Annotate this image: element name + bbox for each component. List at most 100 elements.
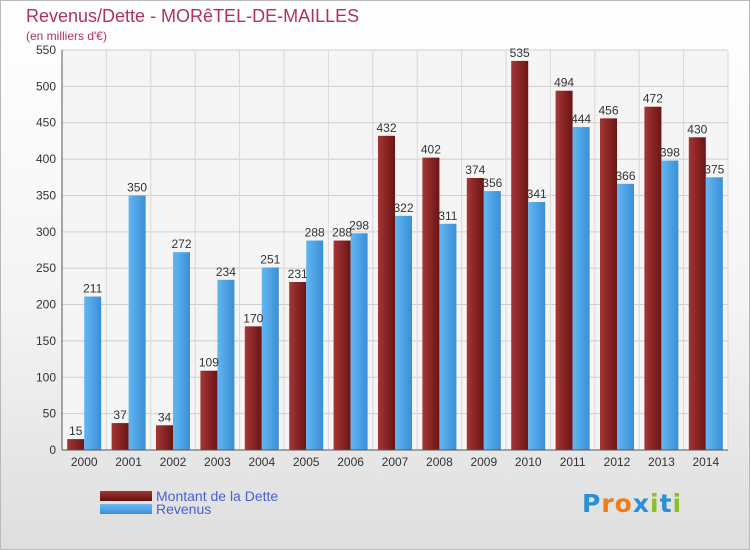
- data-label-revenus: 211: [83, 282, 102, 296]
- data-label-revenus: 341: [527, 187, 547, 201]
- x-tick-label: 2007: [382, 455, 409, 469]
- x-tick-label: 2010: [515, 455, 542, 469]
- bar-revenus: [483, 191, 501, 450]
- data-label-revenus: 398: [660, 146, 680, 160]
- x-tick-label: 2005: [293, 455, 320, 469]
- data-label-dette: 15: [69, 424, 83, 438]
- x-tick-label: 2011: [560, 455, 586, 469]
- bar-dette: [200, 370, 218, 450]
- data-label-dette: 472: [643, 92, 663, 106]
- data-label-dette: 374: [465, 163, 485, 177]
- x-tick-label: 2000: [71, 455, 98, 469]
- bar-revenus: [84, 296, 102, 450]
- bar-revenus: [617, 183, 634, 450]
- data-label-revenus: 366: [615, 169, 635, 183]
- bar-revenus: [350, 233, 368, 450]
- y-tick-label: 550: [36, 43, 56, 57]
- logo-letter: P: [582, 489, 602, 518]
- data-label-revenus: 311: [438, 209, 457, 223]
- bar-revenus: [173, 252, 190, 450]
- bar-revenus: [572, 127, 590, 450]
- data-label-dette: 231: [288, 267, 308, 281]
- data-label-revenus: 444: [571, 112, 591, 126]
- y-tick-label: 150: [36, 334, 56, 348]
- x-tick-label: 2012: [604, 455, 631, 469]
- y-tick-label: 100: [36, 370, 56, 384]
- y-tick-label: 400: [36, 152, 56, 166]
- y-tick-label: 0: [49, 443, 56, 457]
- data-label-revenus: 234: [216, 265, 236, 279]
- data-label-dette: 432: [376, 121, 396, 135]
- x-tick-label: 2009: [470, 455, 497, 469]
- bar-dette: [111, 423, 129, 450]
- data-label-revenus: 356: [482, 176, 502, 190]
- data-label-dette: 535: [510, 46, 530, 60]
- data-label-revenus: 288: [305, 226, 325, 240]
- data-label-dette: 288: [332, 226, 352, 240]
- legend-label-dette: Montant de la Dette: [156, 488, 279, 504]
- legend-label-revenus: Revenus: [156, 501, 212, 517]
- legend-swatch-dette: [100, 491, 152, 501]
- bar-dette: [688, 137, 706, 451]
- data-label-dette: 34: [158, 410, 172, 424]
- legend-swatch-revenus: [100, 504, 152, 514]
- y-tick-label: 50: [43, 407, 57, 421]
- data-label-revenus: 375: [704, 162, 724, 176]
- x-tick-label: 2008: [426, 455, 453, 469]
- data-label-dette: 456: [598, 103, 618, 117]
- logo-letter: o: [614, 489, 633, 518]
- bar-dette: [156, 425, 173, 450]
- bar-dette: [422, 157, 440, 451]
- bar-dette: [244, 326, 262, 450]
- y-tick-label: 500: [36, 79, 56, 93]
- logo-letter: x: [632, 489, 650, 518]
- x-tick-label: 2003: [204, 455, 231, 469]
- data-label-revenus: 298: [349, 218, 369, 232]
- chart-title: Revenus/Dette - MORêTEL-DE-MAILLES: [26, 6, 360, 26]
- x-tick-label: 2004: [248, 455, 275, 469]
- bar-dette: [67, 439, 85, 450]
- bar-dette: [555, 90, 573, 451]
- y-tick-label: 350: [36, 188, 56, 202]
- bar-revenus: [439, 223, 457, 450]
- bar-revenus: [261, 267, 279, 450]
- bar-revenus: [128, 195, 146, 450]
- data-label-revenus: 251: [260, 252, 280, 266]
- data-label-dette: 494: [554, 76, 574, 90]
- bar-dette: [333, 240, 351, 450]
- data-label-dette: 170: [243, 311, 263, 325]
- bar-dette: [644, 106, 662, 451]
- y-tick-label: 300: [36, 225, 56, 239]
- bar-revenus: [217, 279, 235, 450]
- bar-revenus: [395, 215, 412, 450]
- legend-item-dette: Montant de la Dette: [100, 488, 279, 504]
- x-tick-label: 2002: [160, 455, 187, 469]
- x-tick-label: 2006: [337, 455, 364, 469]
- data-label-revenus: 350: [127, 180, 147, 194]
- legend-item-revenus: Revenus: [100, 501, 212, 517]
- bar-dette: [466, 178, 484, 450]
- bar-revenus: [705, 177, 723, 451]
- proxiti-logo: Proxiti: [582, 489, 682, 518]
- x-tick-label: 2013: [648, 455, 675, 469]
- x-tick-label: 2001: [115, 455, 142, 469]
- y-tick-label: 200: [36, 298, 56, 312]
- logo-letter: i: [650, 489, 660, 518]
- bar-revenus: [306, 240, 324, 450]
- bar-revenus: [528, 202, 546, 450]
- x-tick-label: 2014: [692, 455, 719, 469]
- data-label-dette: 430: [687, 122, 707, 136]
- logo-letter: t: [659, 489, 673, 518]
- bar-dette: [600, 118, 617, 450]
- bar-dette: [511, 60, 529, 451]
- data-label-dette: 37: [113, 408, 127, 422]
- chart-subtitle: (en milliers d'€): [26, 29, 107, 43]
- logo-letter: r: [601, 489, 615, 518]
- data-label-dette: 109: [199, 356, 219, 370]
- logo-letter: i: [672, 489, 683, 518]
- bar-dette: [289, 282, 307, 450]
- bar-revenus: [661, 160, 679, 450]
- data-label-dette: 402: [421, 143, 441, 157]
- y-tick-label: 250: [36, 261, 56, 275]
